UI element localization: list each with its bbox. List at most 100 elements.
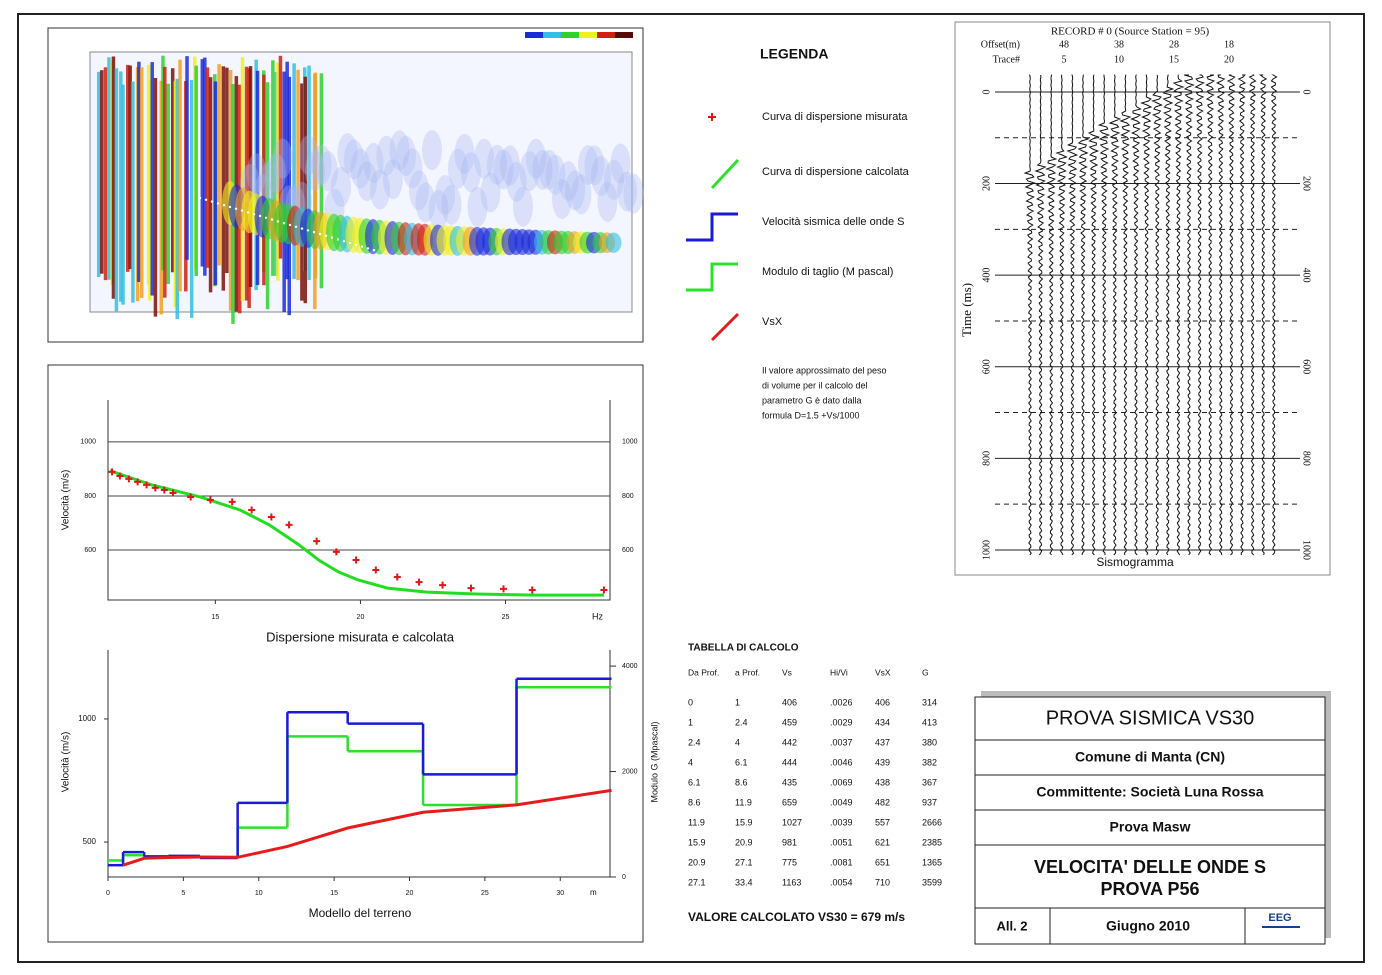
image-haze [409, 170, 429, 211]
table-cell: 6.1 [688, 777, 701, 787]
image-haze [519, 151, 540, 192]
table-cell: 434 [875, 717, 890, 727]
trace [1088, 74, 1100, 556]
trace [1172, 74, 1185, 556]
image-stripe [121, 84, 125, 305]
trace [1151, 74, 1163, 556]
chart-panel [47, 364, 644, 943]
image-pick [228, 205, 232, 209]
image-haze [383, 159, 403, 200]
image-stripe [189, 79, 194, 318]
image-stripe [296, 69, 300, 281]
table-cell: 1 [735, 697, 740, 707]
y-tick-label: 200 [981, 176, 992, 191]
table-cell: 459 [782, 717, 797, 727]
trace [1077, 74, 1090, 556]
x-tick-label: 30 [556, 890, 564, 897]
seismo-title: RECORD # 0 (Source Station = 95) [1051, 26, 1210, 38]
image-pick [252, 213, 256, 216]
image-haze [344, 139, 364, 180]
image-pick [336, 238, 340, 241]
measured-point [393, 573, 401, 581]
image-haze [428, 189, 449, 230]
legend-item: Curva di dispersione calcolata [762, 166, 910, 178]
image-stripe [203, 57, 207, 276]
image-haze [500, 145, 520, 186]
image-haze [272, 138, 293, 179]
image-haze [493, 149, 514, 190]
y2-tick-label: 0 [622, 874, 626, 881]
image-pick [354, 243, 358, 246]
image-haze [623, 173, 644, 214]
image-stripe [173, 81, 178, 308]
image-haze [376, 135, 397, 176]
table-cell: .0051 [830, 837, 853, 847]
image-haze [435, 175, 455, 216]
y-tick-label: 800 [1301, 451, 1312, 466]
image-pick [306, 229, 310, 232]
measured-point [528, 586, 536, 594]
table-cell: 435 [782, 777, 797, 787]
image-stripe [166, 83, 170, 285]
table-cell: 444 [782, 757, 797, 767]
measured-point [500, 585, 508, 593]
legend-title: LEGENDA [760, 46, 828, 62]
image-stripe [221, 66, 226, 291]
image-pick [312, 231, 316, 234]
image-haze [487, 144, 507, 185]
image-haze [402, 148, 423, 189]
measured-point [267, 513, 275, 521]
image-stripe [153, 77, 158, 317]
x-unit: m [590, 888, 597, 897]
table-cell: 11.9 [688, 817, 705, 827]
table-cell: 1 [688, 717, 693, 727]
image-stripe [287, 76, 292, 316]
y-label: Velocità (m/s) [61, 732, 72, 793]
trace [1270, 74, 1278, 556]
logo: EEG [1268, 912, 1291, 924]
image-haze [571, 174, 592, 215]
y-tick-label: 400 [1301, 268, 1312, 283]
measured-point [372, 566, 380, 574]
measured-point [467, 584, 475, 592]
measured-point [332, 548, 340, 556]
y-tick-label: 1000 [78, 714, 96, 723]
image-haze [331, 166, 351, 207]
image-haze [604, 159, 624, 200]
image-pick [198, 196, 202, 200]
table-cell: 4 [735, 737, 740, 747]
table-cell: .0046 [830, 757, 853, 767]
axes [107, 400, 611, 601]
table-cell: 659 [782, 797, 797, 807]
measured-point [600, 586, 608, 594]
image-stripe [285, 61, 289, 280]
image-pick [276, 220, 280, 223]
table-cell: .0081 [830, 857, 853, 867]
table-cell: 4 [688, 757, 693, 767]
block-title: PROVA SISMICA VS30 [1046, 707, 1255, 729]
image-pick [234, 207, 238, 210]
y-tick-label: 600 [84, 547, 96, 554]
trace-value: 20 [1224, 54, 1234, 65]
trace [1140, 74, 1153, 556]
trace [1162, 74, 1175, 556]
image-pick [366, 247, 370, 250]
table-cell: 557 [875, 817, 890, 827]
measured-point [187, 493, 195, 501]
x-tick-label: 20 [357, 614, 365, 621]
offset-value: 38 [1114, 39, 1124, 50]
table-cell: 937 [922, 797, 937, 807]
image-pick [246, 211, 250, 214]
legend-note: formula D=1.5 +Vs/1000 [762, 410, 860, 420]
image-stripe [99, 70, 104, 274]
image-stripe [150, 62, 154, 296]
table-cell: 2.4 [735, 717, 748, 727]
axes [107, 650, 611, 878]
image-haze [610, 143, 631, 184]
table-cell: 6.1 [735, 757, 748, 767]
image-stripe [205, 67, 210, 268]
measured-point [134, 478, 142, 486]
image-haze [552, 179, 572, 220]
table-title: TABELLA DI CALCOLO [688, 643, 799, 654]
